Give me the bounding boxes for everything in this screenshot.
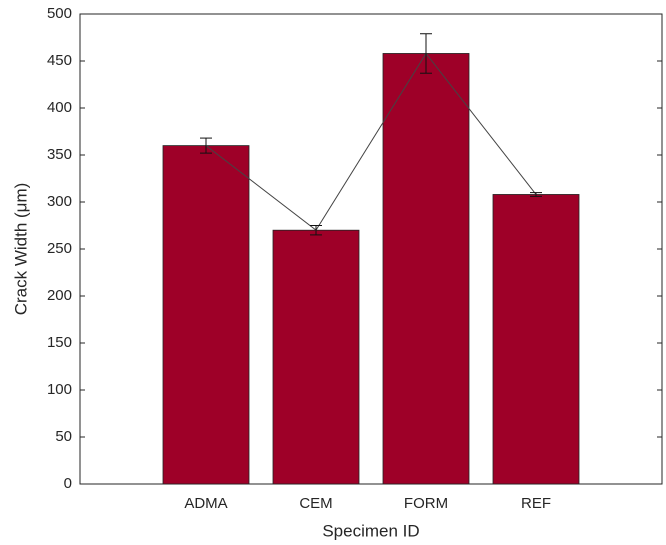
y-axis-label: Crack Width (μm) bbox=[11, 183, 30, 316]
error-bar bbox=[530, 192, 542, 197]
y-tick-label: 50 bbox=[55, 428, 72, 445]
y-tick-label: 350 bbox=[47, 146, 72, 163]
y-tick-label: 450 bbox=[47, 52, 72, 69]
y-tick-label: 250 bbox=[47, 240, 72, 257]
x-axis-label: Specimen ID bbox=[322, 521, 419, 540]
trend-line bbox=[205, 52, 537, 231]
x-tick-label: ADMA bbox=[184, 495, 227, 512]
y-tick-label: 500 bbox=[47, 5, 72, 22]
y-tick-label: 400 bbox=[47, 99, 72, 116]
error-bar bbox=[200, 137, 212, 154]
bar bbox=[492, 194, 580, 485]
bar bbox=[272, 229, 360, 485]
y-tick-label: 150 bbox=[47, 334, 72, 351]
y-tick-label: 0 bbox=[64, 475, 72, 492]
y-tick-label: 200 bbox=[47, 287, 72, 304]
error-bar bbox=[310, 225, 322, 236]
bar bbox=[162, 145, 250, 485]
x-tick-label: REF bbox=[521, 495, 551, 512]
bar bbox=[382, 53, 470, 485]
y-tick-label: 100 bbox=[47, 381, 72, 398]
x-tick-label: CEM bbox=[299, 495, 332, 512]
error-bar bbox=[420, 33, 432, 74]
y-tick-label: 300 bbox=[47, 193, 72, 210]
x-tick-label: FORM bbox=[404, 495, 448, 512]
